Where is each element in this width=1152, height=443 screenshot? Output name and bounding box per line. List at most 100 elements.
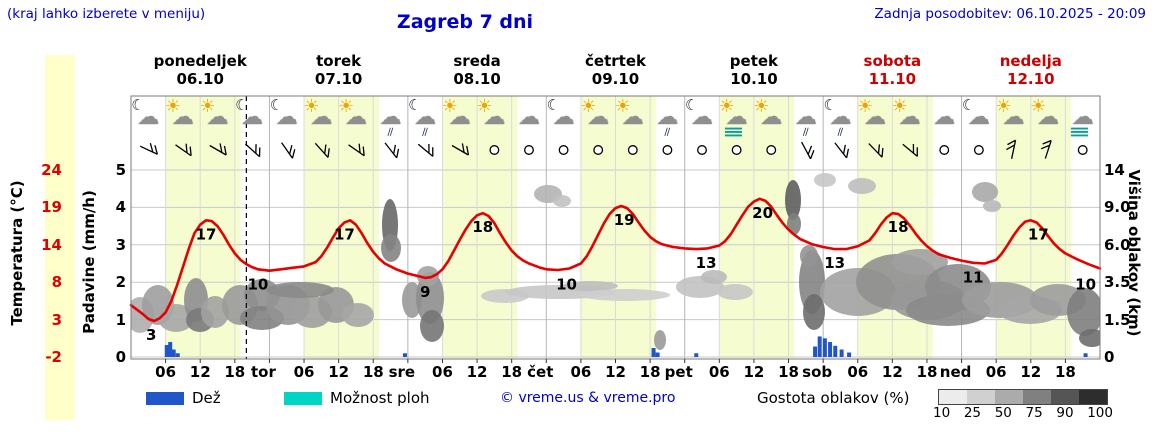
wind-barb-symbol: [1006, 139, 1017, 159]
sun-glyph: ☀: [1030, 96, 1047, 117]
rain-bar: [175, 353, 180, 357]
moon-cloud-icon: ☾ ☁: [130, 98, 166, 144]
sun-cloud-icon: ☀ ☁: [892, 98, 928, 144]
temp-value-label: 11: [963, 269, 984, 287]
moon-cloud-icon: ☾ ☁: [684, 96, 720, 144]
wind-barb-symbol: [245, 143, 261, 158]
precip-tick: 1: [115, 310, 126, 329]
cloud-rain-icon: ☁ ∕∕: [649, 100, 685, 144]
sun-cloud-icon: ☀ ☁: [580, 96, 616, 144]
cloud-glyph: ☁: [310, 105, 333, 130]
sun-glyph: ☀: [441, 96, 458, 117]
sun-glyph: ☀: [337, 96, 355, 117]
temp-tick: 19: [41, 198, 62, 217]
wind-calm-symbol: [973, 145, 984, 155]
sun-glyph: ☀: [614, 96, 631, 117]
density-scale-tick: 10: [933, 405, 951, 421]
day-name: petek: [729, 52, 779, 70]
weather-icon-row: ☾ ☁ ☀ ☁ ☀ ☁ ☾ ☁ ☾ ☁ ☀ ☁ ☀ ☁ ☁ ∕∕ ☾ ☁ ∕∕ ☀ ☁ ☀ ☁ ☁ ☾ ☁ ☀ ☁ ☀ ☁ ☁ ∕∕ ☾ ☁ ☀ ☁ ≡…: [0, 0, 1152, 150]
density-scale-tick: 90: [1056, 405, 1074, 421]
wind-calm-symbol: [489, 145, 500, 155]
sun-glyph: ☀: [164, 96, 182, 117]
sun-cloud-icon: ☀ ☁: [303, 98, 339, 144]
credit-link[interactable]: © vreme.us & vreme.pro: [500, 390, 676, 406]
temp-value-label: 10: [556, 276, 577, 294]
left-accent-strip: [45, 55, 75, 420]
temp-value-label: 9: [420, 283, 430, 301]
day-name: ponedeljek: [153, 52, 247, 70]
day-header: sobota 11.10: [864, 52, 922, 88]
showers-legend-label: Možnost ploh: [330, 389, 430, 407]
cloud-glyph: ☁: [552, 105, 575, 130]
cloud-glyph: ☁: [967, 105, 990, 130]
day-name: četrtek: [585, 52, 646, 70]
rain-legend-label: Dež: [192, 389, 221, 407]
cloud-density-ticks: 10 25 50 75 90 100: [933, 405, 1113, 421]
moon-glyph: ☾: [269, 96, 284, 114]
cloud-height-tick: 3.5: [1104, 273, 1131, 292]
hour-tick-label: 06: [708, 363, 730, 381]
sun-cloud-icon: ☀ ☁: [857, 98, 893, 144]
wind-barb-symbol: [281, 142, 296, 159]
day-name: nedelja: [999, 52, 1062, 70]
wind-barb-symbol: [175, 143, 192, 157]
wind-row: [139, 139, 1088, 160]
wind-barb-symbol: [139, 143, 158, 155]
temp-value-label: 20: [752, 204, 773, 222]
cloud-height-tick: 14: [1104, 161, 1125, 179]
cloud-glyph: ☁: [137, 105, 160, 130]
density-scale-tick: 50: [994, 405, 1012, 421]
wind-calm-symbol: [1077, 145, 1088, 155]
cloud-icon: ☁: [511, 100, 547, 144]
rain-bar: [813, 346, 818, 357]
precip-tick: 3: [115, 235, 126, 254]
temp-tick: -2: [45, 348, 62, 366]
day-date: 06.10: [176, 70, 224, 88]
cloud-rain-icon: ☁ ∕∕: [788, 100, 824, 144]
sun-cloud-fog-icon: ☀ ☁ ≡: [718, 96, 755, 144]
rain-bar: [847, 352, 852, 357]
rain-bar: [822, 338, 827, 357]
day-header: četrtek 09.10: [585, 52, 646, 88]
day-date: 09.10: [591, 70, 640, 88]
day-tick-label: ned: [939, 363, 972, 381]
moon-cloud-icon: ☾ ☁: [546, 98, 582, 144]
rain-bar: [164, 345, 169, 357]
temp-value-label: 17: [334, 225, 355, 243]
hour-tick-label: 12: [189, 363, 211, 381]
sun-cloud-icon: ☀ ☁: [476, 98, 512, 144]
cloud-height-tick: 1.5: [1104, 310, 1131, 329]
cloud-height-tick: 6.0: [1104, 235, 1131, 254]
moon-cloud-icon: ☾ ☁: [961, 96, 997, 144]
sun-glyph: ☀: [580, 96, 597, 117]
moon-glyph: ☾: [961, 96, 976, 114]
time-axis-labels: 06 12 18 tor 06 12 18 sre 06 12 18 čet 06 12 18 pet 06 12…: [0, 361, 1152, 381]
sun-cloud-icon: ☀ ☁: [164, 96, 201, 144]
hour-tick-label: 18: [778, 363, 799, 381]
day-tick-label: pet: [664, 363, 693, 381]
density-scale-tick: 75: [1025, 405, 1043, 421]
temp-value-label: 10: [247, 276, 268, 294]
cloud-glyph: ☁: [344, 105, 367, 130]
wind-barb-symbol: [417, 143, 434, 157]
cloud-glyph: ☁: [587, 105, 610, 130]
precip-tick: 4: [115, 198, 126, 217]
temp-value-label: 18: [472, 218, 493, 236]
sun-cloud-icon: ☀ ☁: [337, 96, 374, 144]
moon-cloud-rain-icon: ☾ ☁ ∕∕: [407, 98, 443, 144]
day-date: 12.10: [1007, 70, 1055, 88]
hour-tick-label: 18: [362, 363, 384, 381]
hour-tick-label: 06: [293, 363, 315, 381]
rain-glyph: ∕∕: [387, 127, 394, 138]
cloud-glyph: ☁: [241, 105, 264, 130]
rain-glyph: ∕∕: [664, 127, 670, 138]
temp-value-label: 13: [696, 254, 717, 272]
moon-glyph: ☾: [685, 96, 699, 114]
cloud-glyph: ☁: [171, 105, 194, 130]
hour-tick-label: 12: [328, 363, 350, 381]
hour-tick-label: 06: [570, 363, 592, 381]
sun-glyph: ☀: [718, 96, 735, 117]
day-date: 08.10: [453, 70, 501, 88]
